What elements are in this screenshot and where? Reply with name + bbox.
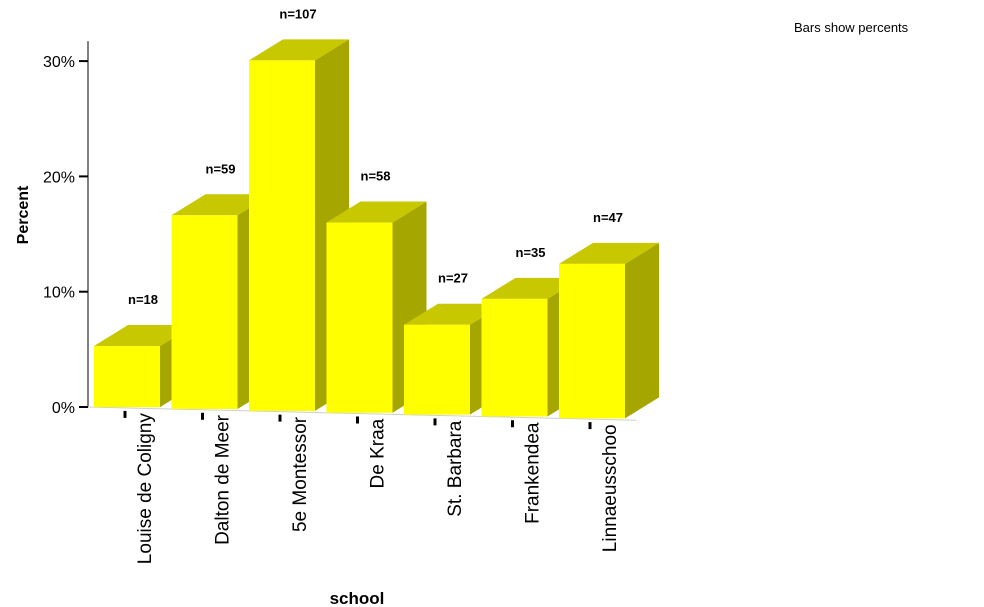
bar-count-label: n=18 <box>128 292 158 307</box>
bar-top-face <box>249 39 349 61</box>
bar-top-face <box>404 303 504 325</box>
x-category-label: Frankendea <box>523 422 544 524</box>
bar-count-label: n=59 <box>206 161 236 176</box>
bar-side-face <box>625 242 659 419</box>
bar-front-face <box>249 60 315 411</box>
y-tick-label: 10% <box>43 285 75 302</box>
x-axis-baseline <box>87 406 637 421</box>
y-tick-label: 0% <box>52 400 75 417</box>
bar-top-face <box>559 242 659 264</box>
bar-count-label: n=35 <box>516 245 546 260</box>
x-category-label: Louise de Coligny <box>135 413 156 565</box>
y-axis-title: Percent <box>15 185 32 244</box>
x-category-label: De Kraa <box>368 418 389 488</box>
bar-count-label: n=58 <box>361 169 391 184</box>
bar-front-face <box>326 222 393 413</box>
x-axis-title: school <box>330 589 385 607</box>
bar-top-face <box>481 277 582 299</box>
x-category-label: Linnaeusschoo <box>600 424 621 552</box>
bars-percent-note: Bars show percents <box>794 20 909 35</box>
x-category-label: St. Barbara <box>445 420 466 517</box>
bar-count-label: n=107 <box>279 6 316 21</box>
bar-top-face <box>94 325 194 347</box>
bar-front-face <box>404 324 470 415</box>
bar-count-label: n=47 <box>593 210 623 225</box>
bar-front-face <box>171 215 238 410</box>
x-category-label: 5e Montessor <box>290 416 311 532</box>
bar-front-face <box>481 298 548 417</box>
bar-top-face <box>171 194 272 216</box>
bars-layer <box>94 39 659 419</box>
y-tick-label: 30% <box>43 54 75 71</box>
y-tick-label: 20% <box>43 169 75 186</box>
bar <box>559 242 659 419</box>
bar-top-face <box>326 201 427 223</box>
bar-count-label: n=27 <box>438 271 468 286</box>
axis-layer: 0% 10% 20% 30% <box>43 41 637 430</box>
bar-front-face <box>559 263 625 419</box>
labels-layer: n=18 Louise de Coligny n=59 Dalton de Meer n… <box>128 6 623 564</box>
bar-front-face <box>94 346 160 408</box>
x-category-label: Dalton de Meer <box>213 414 234 545</box>
